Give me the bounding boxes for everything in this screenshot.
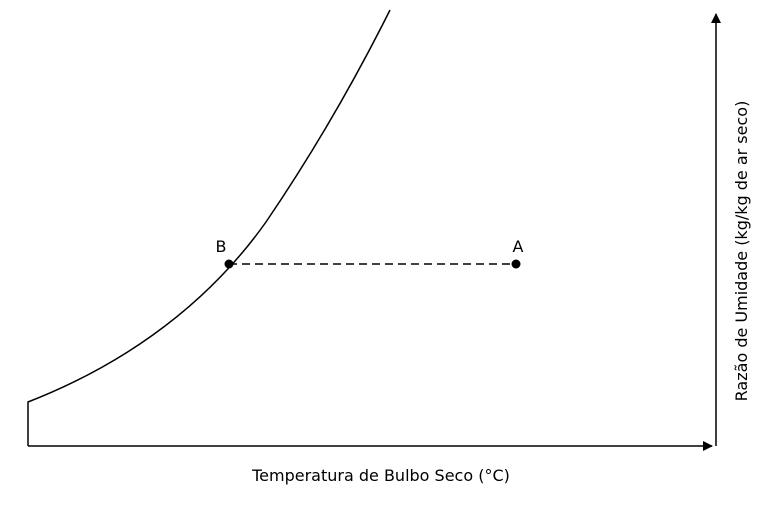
y-axis-label: Razão de Umidade (kg/kg de ar seco): [732, 101, 751, 402]
saturation-curve: [27, 9, 391, 446]
point-b-label: B: [216, 237, 227, 256]
point-b-marker: [224, 259, 234, 269]
x-axis-label: Temperatura de Bulbo Seco (°C): [251, 466, 510, 485]
point-a-marker: [511, 259, 521, 269]
point-a-label: A: [513, 237, 524, 256]
